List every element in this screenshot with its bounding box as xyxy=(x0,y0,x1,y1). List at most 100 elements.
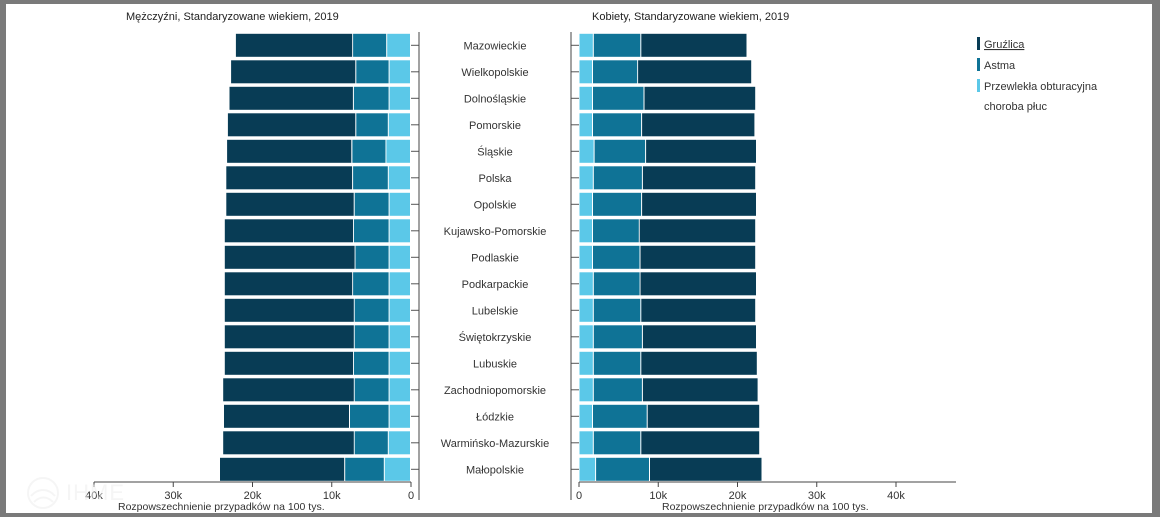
bar-male-tuberculosis xyxy=(220,457,345,481)
bar-male-copd xyxy=(389,325,410,349)
bar-male-tuberculosis xyxy=(224,272,353,296)
bar-male-asthma xyxy=(353,351,389,375)
bar-female-copd xyxy=(579,431,593,455)
bar-male-copd xyxy=(389,192,410,216)
chart-card: Mężczyźni, Standaryzowane wiekiem, 2019 K… xyxy=(6,4,1152,513)
bar-male-asthma xyxy=(356,113,388,137)
bar-male-copd xyxy=(389,298,410,322)
left-x-tick-label: 40k xyxy=(85,490,103,502)
chart: Mężczyźni, Standaryzowane wiekiem, 2019 K… xyxy=(85,11,1098,513)
region-label: Lubuskie xyxy=(473,358,517,370)
bar-male-asthma xyxy=(354,378,389,402)
bar-male-asthma xyxy=(345,457,384,481)
bar-female-copd xyxy=(579,60,592,84)
bar-female-asthma xyxy=(593,166,642,190)
bar-female-copd xyxy=(579,113,592,137)
bar-male-copd xyxy=(389,404,410,428)
bar-male-copd xyxy=(384,457,410,481)
bar-male-copd xyxy=(389,272,410,296)
bar-female-asthma xyxy=(596,457,649,481)
legend-swatch-copd xyxy=(977,79,980,92)
ihme-logo: IHME xyxy=(26,476,125,510)
right-x-axis-label: Rozpowszechnienie przypadków na 100 tys. xyxy=(662,501,869,513)
bar-female-copd xyxy=(579,325,593,349)
region-label: Podlaskie xyxy=(471,252,519,264)
bar-male-tuberculosis xyxy=(231,60,356,84)
right-x-tick-label: 0 xyxy=(576,490,582,502)
legend-label-asthma: Astma xyxy=(984,60,1016,72)
bar-female-copd xyxy=(579,139,594,163)
bar-male-copd xyxy=(389,86,410,110)
region-label: Świętokrzyskie xyxy=(459,331,532,344)
bar-female-asthma xyxy=(593,404,647,428)
region-label: Łódzkie xyxy=(476,411,514,423)
bar-female-tuberculosis xyxy=(640,245,756,269)
region-label: Lubelskie xyxy=(472,305,518,317)
region-label: Warmińsko-Mazurskie xyxy=(441,438,549,450)
legend-swatch-tuberculosis xyxy=(977,37,980,50)
right-x-tick-label: 10k xyxy=(649,490,667,502)
bar-female-asthma xyxy=(593,325,642,349)
bar-male-asthma xyxy=(354,192,389,216)
bar-male-tuberculosis xyxy=(224,219,353,243)
bar-female-copd xyxy=(579,219,592,243)
bar-male-asthma xyxy=(353,272,389,296)
bar-female-tuberculosis xyxy=(640,272,756,296)
bar-female-copd xyxy=(579,33,593,57)
bar-female-tuberculosis xyxy=(644,86,756,110)
right-x-tick-label: 20k xyxy=(729,490,747,502)
bar-female-tuberculosis xyxy=(641,298,756,322)
left-x-tick-label: 30k xyxy=(164,490,182,502)
bar-male-asthma xyxy=(353,86,389,110)
bar-female-asthma xyxy=(593,298,641,322)
legend-label-copd: Przewlekła obturacyjna xyxy=(984,81,1098,93)
left-x-axis-label: Rozpowszechnienie przypadków na 100 tys. xyxy=(118,501,325,513)
bar-female-tuberculosis xyxy=(646,139,756,163)
right-x-tick-label: 30k xyxy=(808,490,826,502)
bar-female-asthma xyxy=(593,245,640,269)
region-label: Mazowieckie xyxy=(464,40,527,52)
bar-female-asthma xyxy=(593,86,644,110)
bar-female-tuberculosis xyxy=(642,113,755,137)
left-x-tick-label: 10k xyxy=(323,490,341,502)
bar-female-asthma xyxy=(593,272,640,296)
legend-label-copd-line2: choroba płuc xyxy=(984,101,1047,113)
bar-female-asthma xyxy=(593,378,642,402)
bar-male-tuberculosis xyxy=(235,33,353,57)
bar-male-copd xyxy=(386,139,410,163)
bar-female-copd xyxy=(579,351,593,375)
bar-male-tuberculosis xyxy=(226,166,353,190)
bar-male-tuberculosis xyxy=(224,404,349,428)
bar-female-tuberculosis xyxy=(650,457,762,481)
bar-female-tuberculosis xyxy=(641,431,760,455)
bar-female-asthma xyxy=(593,33,641,57)
bar-male-tuberculosis xyxy=(224,245,355,269)
bar-female-copd xyxy=(579,272,593,296)
bar-female-copd xyxy=(579,245,592,269)
bar-male-tuberculosis xyxy=(223,378,354,402)
left-x-tick-label: 0 xyxy=(408,490,414,502)
region-label: Polska xyxy=(478,173,512,185)
bar-male-tuberculosis xyxy=(224,325,354,349)
bar-female-asthma xyxy=(593,351,641,375)
bar-male-tuberculosis xyxy=(223,431,354,455)
right-x-tick-label: 40k xyxy=(887,490,905,502)
bar-male-asthma xyxy=(356,60,389,84)
bar-male-asthma xyxy=(355,245,389,269)
ihme-logo-text: IHME xyxy=(66,480,125,505)
legend-label-tuberculosis: Gruźlica xyxy=(984,39,1025,51)
bar-female-tuberculosis xyxy=(642,192,756,216)
bar-male-tuberculosis xyxy=(226,192,354,216)
bar-male-copd xyxy=(389,351,410,375)
bar-male-copd xyxy=(388,431,410,455)
legend-swatch-asthma xyxy=(977,58,980,71)
region-label: Wielkopolskie xyxy=(461,67,528,79)
bar-male-asthma xyxy=(352,139,386,163)
bar-male-tuberculosis xyxy=(224,351,353,375)
region-label: Zachodniopomorskie xyxy=(444,385,546,397)
bar-female-asthma xyxy=(593,192,642,216)
left-x-tick-label: 20k xyxy=(244,490,262,502)
region-label: Dolnośląskie xyxy=(464,93,526,105)
bar-female-copd xyxy=(579,457,596,481)
bar-male-copd xyxy=(388,166,410,190)
